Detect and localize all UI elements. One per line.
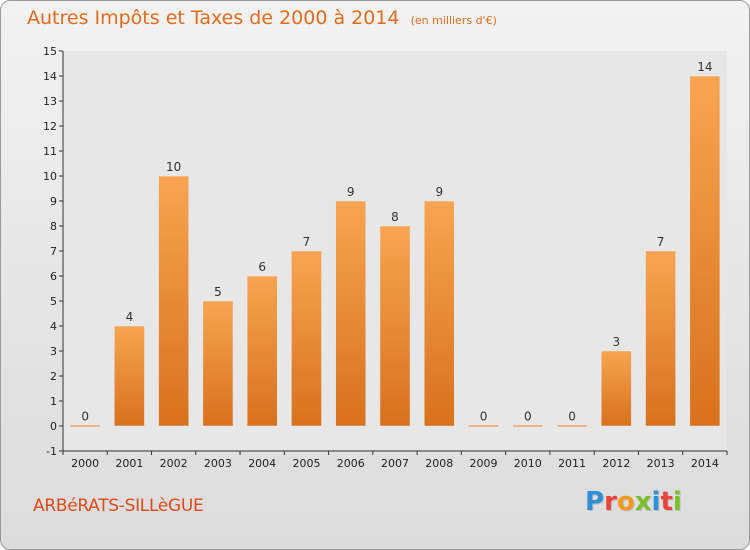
logo-letter: i <box>651 487 661 517</box>
bar <box>423 200 455 427</box>
data-label: 9 <box>435 185 443 199</box>
x-tick-label: 2012 <box>602 457 630 470</box>
data-label: 0 <box>524 409 532 423</box>
bar <box>114 325 145 427</box>
bar <box>379 225 411 427</box>
data-label: 7 <box>657 235 665 249</box>
y-tick-label: 3 <box>50 345 57 358</box>
data-label: 4 <box>126 310 134 324</box>
x-tick-label: 2006 <box>337 457 365 470</box>
y-tick-label: 5 <box>50 295 57 308</box>
data-label: 0 <box>568 409 576 423</box>
y-tick-label: 0 <box>50 420 57 433</box>
y-tick-label: 6 <box>50 270 57 283</box>
data-label: 6 <box>258 260 266 274</box>
logo-letter: o <box>616 487 635 517</box>
data-label: 14 <box>697 60 712 74</box>
logo-letter: P <box>585 487 605 517</box>
x-tick-label: 2000 <box>71 457 99 470</box>
y-tick-label: 4 <box>50 320 57 333</box>
data-labels: 0 4 10 5 6 7 9 8 9 0 0 0 3 7 14 <box>81 60 712 423</box>
bar <box>556 425 588 427</box>
data-label: 3 <box>613 335 621 349</box>
logo-letter: i <box>672 487 682 517</box>
data-label: 0 <box>480 409 488 423</box>
x-tick-label: 2002 <box>160 457 188 470</box>
x-tick-label: 2005 <box>292 457 320 470</box>
bar <box>335 200 367 427</box>
bar <box>158 175 189 427</box>
y-tick-label: 8 <box>50 220 57 233</box>
y-tick-label: 1 <box>50 395 57 408</box>
bar <box>601 350 632 427</box>
x-tick-label: 2007 <box>381 457 409 470</box>
bar <box>645 250 676 427</box>
chart-title: Autres Impôts et Taxes de 2000 à 2014 <box>27 7 400 29</box>
bar <box>291 250 322 427</box>
logo-letter: t <box>660 487 673 517</box>
x-tick-label: 2003 <box>204 457 232 470</box>
x-axis: 2000 2001 2002 2003 2004 2005 2006 2007 2008 2009… <box>62 450 728 470</box>
chart-title-block: Autres Impôts et Taxes de 2000 à 2014 (e… <box>27 7 497 29</box>
x-tick-label: 2013 <box>647 457 675 470</box>
data-label: 5 <box>214 285 222 299</box>
data-label: 0 <box>81 409 89 423</box>
chart-subtitle: (en milliers d'€) <box>410 14 497 27</box>
commune-name: ARBéRATS-SILLèGUE <box>33 496 204 516</box>
y-tick-label: 13 <box>43 95 57 108</box>
x-tick-label: 2004 <box>248 457 276 470</box>
x-tick-label: 2011 <box>558 457 586 470</box>
data-label: 9 <box>347 185 355 199</box>
x-tick-label: 2008 <box>425 457 453 470</box>
bar <box>69 425 101 427</box>
y-tick-label: 2 <box>50 370 57 383</box>
proxiti-logo: Proxiti <box>585 487 682 517</box>
logo-letter: x <box>634 487 652 517</box>
data-label: 10 <box>166 160 181 174</box>
y-tick-label: 14 <box>43 70 57 83</box>
y-tick-label: 7 <box>50 245 57 258</box>
bar <box>689 75 721 427</box>
y-tick-label: 10 <box>43 170 57 183</box>
bar <box>202 300 234 427</box>
data-label: 8 <box>391 210 399 224</box>
bar <box>512 425 544 427</box>
y-tick-label: -1 <box>46 445 57 458</box>
x-tick-label: 2014 <box>691 457 719 470</box>
y-tick-label: 11 <box>43 145 57 158</box>
y-tick-label: 12 <box>43 120 57 133</box>
x-tick-label: 2010 <box>514 457 542 470</box>
x-tick-label: 2009 <box>470 457 498 470</box>
bar <box>246 275 278 427</box>
bars <box>69 75 721 427</box>
x-tick-label: 2001 <box>115 457 143 470</box>
bar <box>468 425 499 427</box>
y-tick-label: 9 <box>50 195 57 208</box>
data-label: 7 <box>303 235 311 249</box>
logo-letter: r <box>604 487 617 517</box>
y-tick-label: 15 <box>43 45 57 58</box>
